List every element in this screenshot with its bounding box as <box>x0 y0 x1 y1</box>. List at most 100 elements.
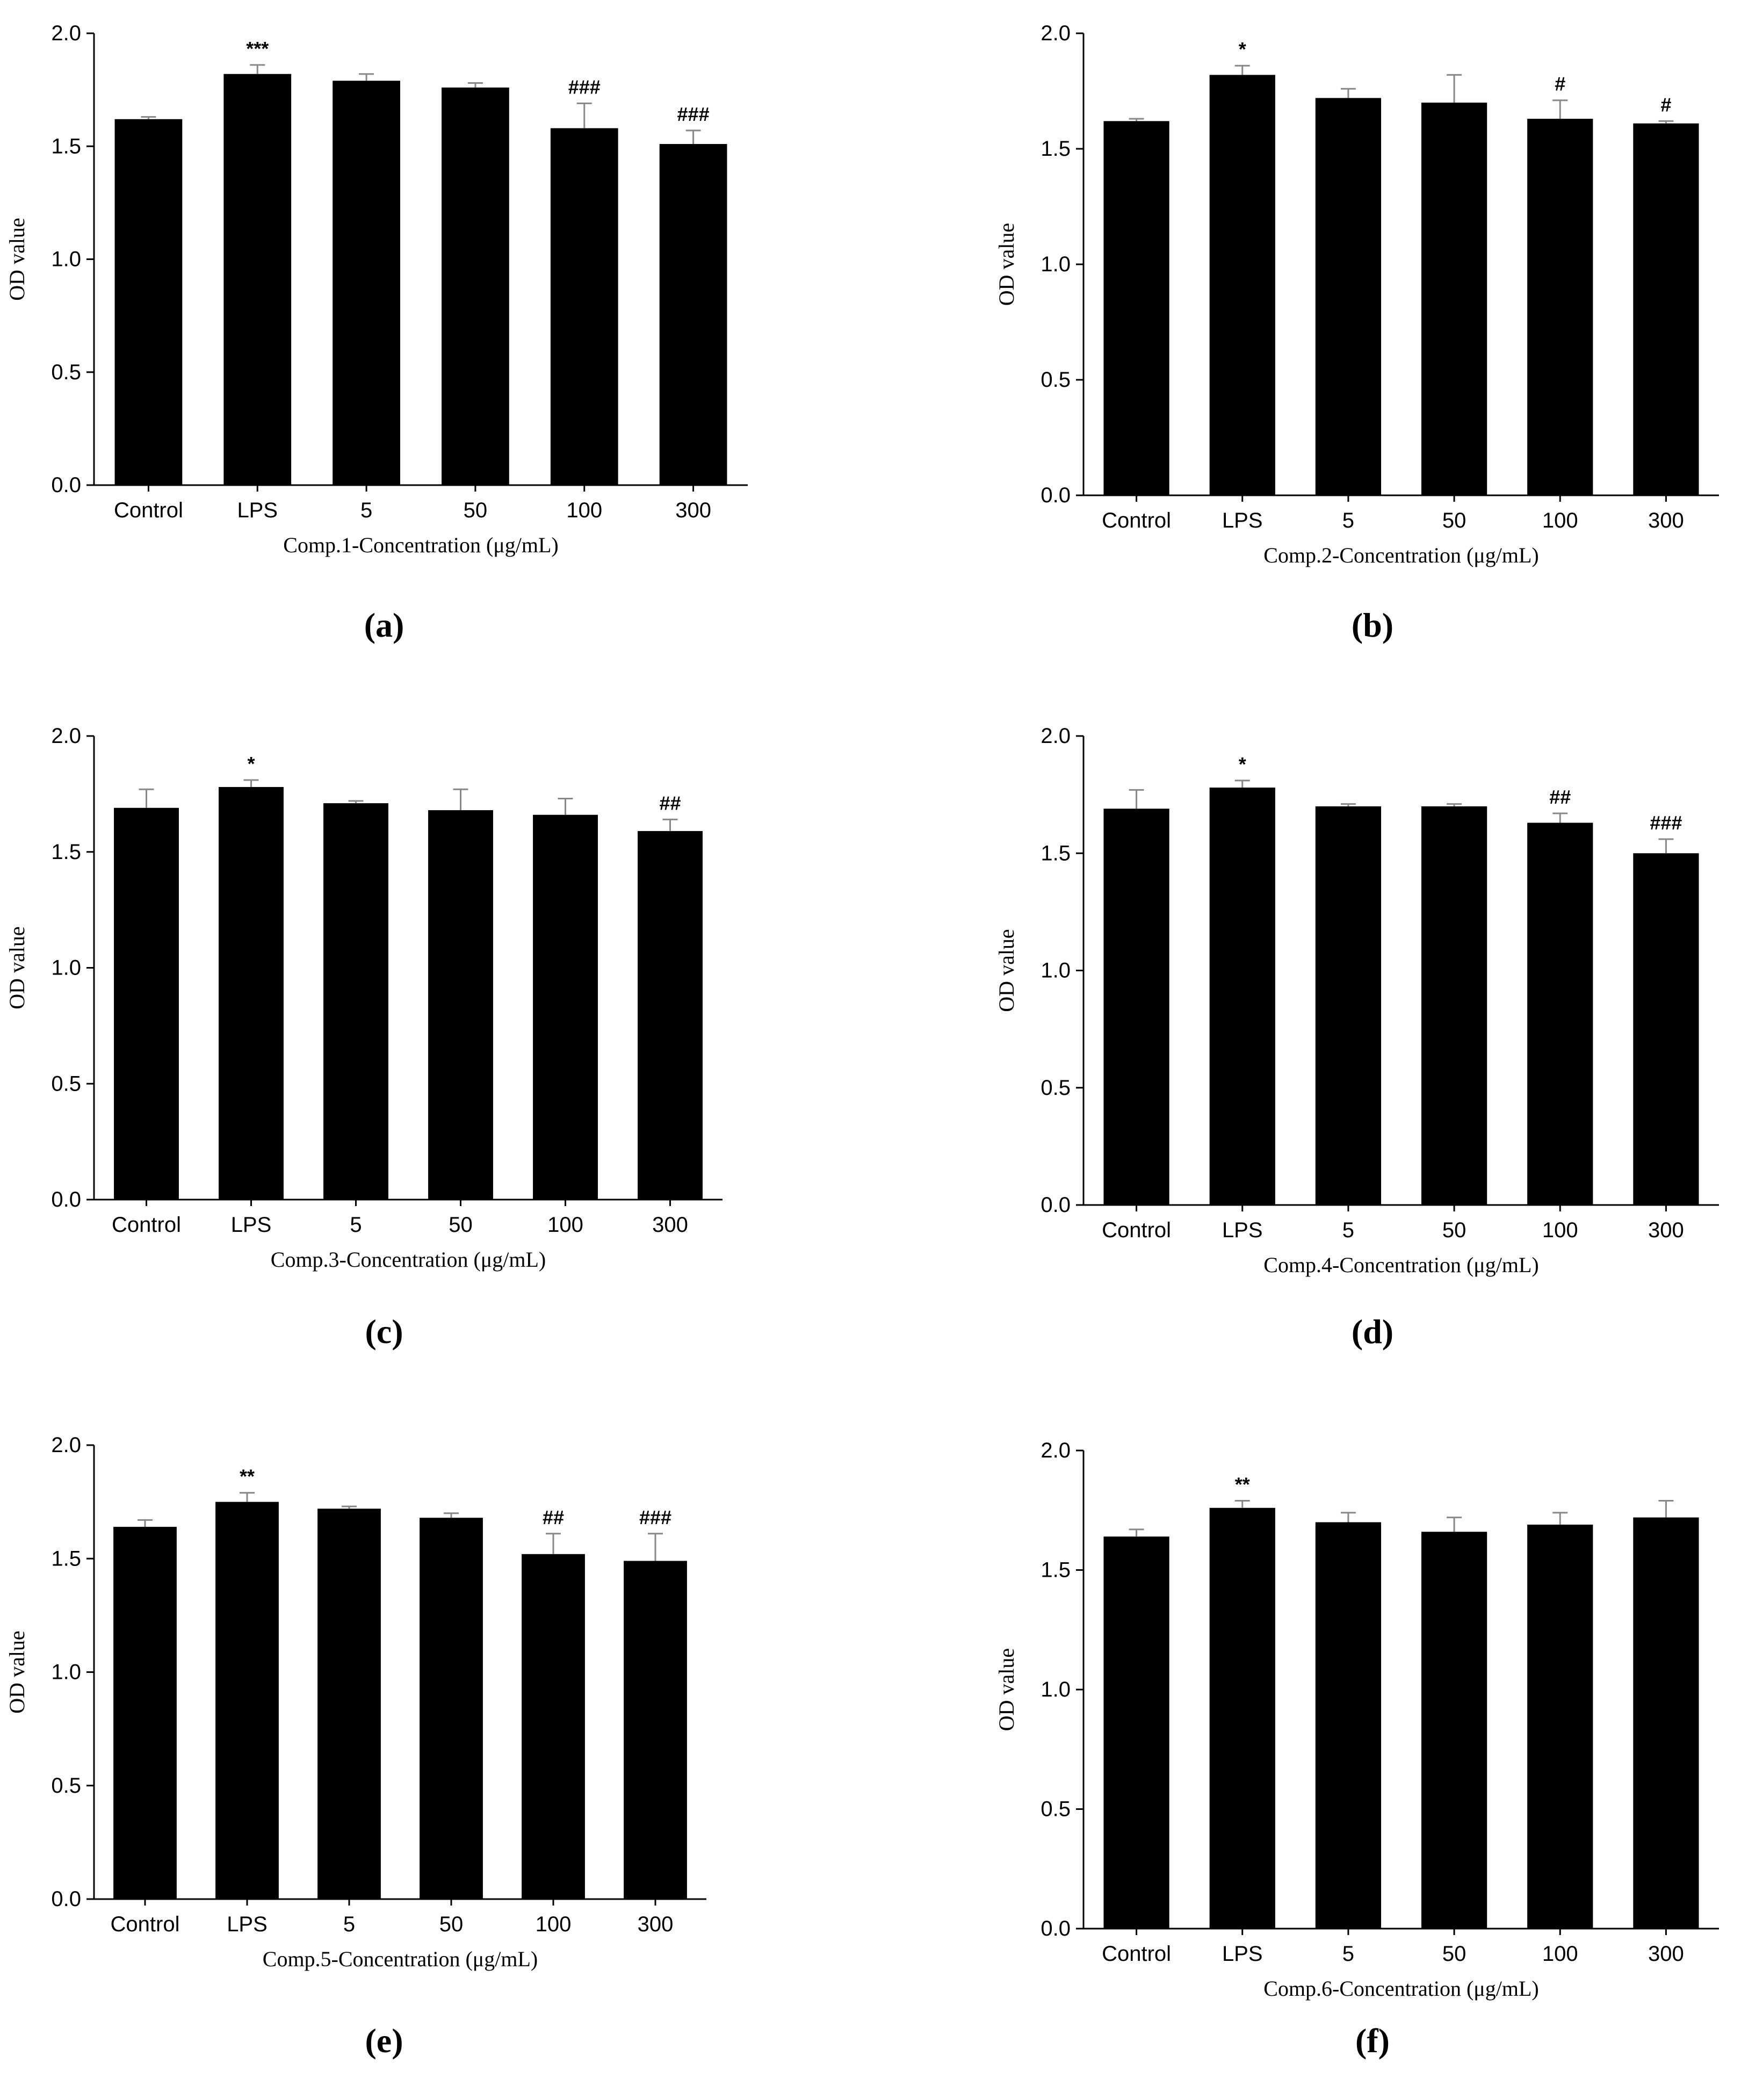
y-tick-label: 2.0 <box>1041 21 1071 45</box>
significance-marker: * <box>1239 38 1246 60</box>
x-category-label: 50 <box>449 1213 473 1237</box>
y-tick-label: 1.5 <box>1041 841 1071 865</box>
x-axis-title: Comp.6-Concentration (μg/mL) <box>1263 1976 1538 2001</box>
x-category-label: 50 <box>1442 1218 1467 1242</box>
y-tick-label: 1.0 <box>51 248 81 271</box>
x-category-label: LPS <box>227 1913 268 1936</box>
bar-lps <box>1209 1507 1275 1929</box>
x-category-label: Control <box>112 1213 181 1237</box>
significance-marker: * <box>1239 753 1246 775</box>
y-axis-title: OD value <box>5 1630 29 1713</box>
y-tick-label: 0.5 <box>1041 1076 1071 1100</box>
chart-panel-1: 0.0 0.5 1.0 1.5 2.0 Control *** LPS 5 50 ### 100 ###… <box>5 21 748 644</box>
bar-control <box>1103 809 1169 1205</box>
bar-100 <box>1527 119 1593 496</box>
x-category-label: 300 <box>652 1213 688 1237</box>
significance-marker: *** <box>246 38 269 60</box>
y-tick-label: 0.0 <box>51 1887 81 1911</box>
x-category-label: Control <box>1102 1218 1171 1242</box>
bar-lps <box>223 74 292 485</box>
y-tick-label: 0.5 <box>1041 368 1071 392</box>
bar-control <box>1103 1536 1169 1929</box>
bar-lps <box>219 786 284 1200</box>
bar-300 <box>1633 1517 1699 1929</box>
y-tick-label: 1.5 <box>1041 1558 1071 1582</box>
x-category-label: Control <box>111 1913 180 1936</box>
x-category-label: Control <box>114 499 183 522</box>
chart-panel-3: 0.0 0.5 1.0 1.5 2.0 Control * LPS 5 50 100 ## 300 Com… <box>5 724 723 1351</box>
significance-marker: ** <box>240 1466 255 1488</box>
y-axis-title: OD value <box>994 223 1018 306</box>
significance-marker: ** <box>1235 1473 1250 1495</box>
bar-50 <box>1421 1532 1487 1929</box>
y-tick-label: 0.0 <box>1041 1193 1071 1217</box>
x-category-label: 100 <box>1542 1942 1578 1966</box>
y-axis-title: OD value <box>994 929 1018 1012</box>
x-axis-title: Comp.2-Concentration (μg/mL) <box>1263 543 1538 567</box>
significance-marker: ## <box>659 792 681 814</box>
y-tick-label: 1.0 <box>51 956 81 980</box>
x-category-label: 300 <box>1648 509 1684 532</box>
x-axis-title: Comp.5-Concentration (μg/mL) <box>263 1947 538 1971</box>
chart-panel-4: 0.0 0.5 1.0 1.5 2.0 Control * LPS 5 50 ## 100 ### 300… <box>994 724 1719 1351</box>
bar-5 <box>1315 1522 1382 1929</box>
x-category-label: 100 <box>547 1213 583 1237</box>
x-axis-title: Comp.3-Concentration (μg/mL) <box>271 1247 546 1272</box>
bar-50 <box>442 87 509 486</box>
x-category-label: LPS <box>231 1213 272 1237</box>
x-category-label: 300 <box>1648 1942 1684 1966</box>
bar-control <box>114 119 183 486</box>
x-category-label: 300 <box>1648 1218 1684 1242</box>
panel-label: (c) <box>365 1312 403 1351</box>
bar-50 <box>420 1518 483 1899</box>
x-category-label: 100 <box>1542 509 1578 532</box>
panel-label: (a) <box>364 606 404 644</box>
y-axis-title: OD value <box>994 1648 1018 1731</box>
x-axis-title: Comp.1-Concentration (μg/mL) <box>283 533 558 557</box>
x-category-label: 50 <box>1442 1942 1467 1966</box>
panel-label: (f) <box>1355 2022 1390 2060</box>
x-category-label: 300 <box>638 1913 674 1936</box>
significance-marker: ### <box>639 1506 671 1528</box>
y-tick-label: 0.0 <box>1041 483 1071 507</box>
x-category-label: 100 <box>536 1913 572 1936</box>
y-tick-label: 1.5 <box>1041 137 1071 161</box>
bar-5 <box>323 803 388 1200</box>
x-category-label: 5 <box>360 499 372 522</box>
x-category-label: 5 <box>343 1913 355 1936</box>
bar-5 <box>333 81 400 485</box>
significance-marker: # <box>1660 93 1671 116</box>
bar-300 <box>624 1561 687 1899</box>
y-tick-label: 1.0 <box>1041 959 1071 983</box>
y-tick-label: 2.0 <box>51 724 81 748</box>
x-axis-title: Comp.4-Concentration (μg/mL) <box>1263 1253 1538 1277</box>
bar-control <box>113 1527 177 1899</box>
y-tick-label: 0.0 <box>51 473 81 497</box>
bar-control <box>1103 121 1169 495</box>
x-category-label: Control <box>1102 509 1171 532</box>
y-tick-label: 0.5 <box>1041 1798 1071 1821</box>
x-category-label: 5 <box>1342 1218 1354 1242</box>
bar-5 <box>317 1509 381 1899</box>
x-category-label: 100 <box>566 499 602 522</box>
panel-label: (b) <box>1352 606 1393 644</box>
y-tick-label: 0.5 <box>51 1774 81 1798</box>
bar-lps <box>1209 75 1275 495</box>
y-tick-label: 2.0 <box>1041 1439 1071 1462</box>
bar-300 <box>1633 853 1699 1205</box>
y-tick-label: 1.5 <box>51 1547 81 1570</box>
significance-marker: ### <box>1650 812 1682 834</box>
x-category-label: 5 <box>1342 509 1354 532</box>
bar-lps <box>1209 788 1275 1205</box>
bar-5 <box>1315 806 1382 1205</box>
bar-100 <box>522 1554 585 1899</box>
y-tick-label: 0.5 <box>51 360 81 384</box>
y-tick-label: 1.0 <box>1041 1678 1071 1701</box>
significance-marker: ## <box>543 1506 564 1528</box>
chart-panel-2: 0.0 0.5 1.0 1.5 2.0 Control * LPS 5 50 #100 #300 Com… <box>994 21 1719 644</box>
y-tick-label: 0.0 <box>1041 1917 1071 1940</box>
x-category-label: 100 <box>1542 1218 1578 1242</box>
y-tick-label: 1.0 <box>1041 252 1071 276</box>
x-category-label: LPS <box>237 499 278 522</box>
x-category-label: 50 <box>439 1913 464 1936</box>
